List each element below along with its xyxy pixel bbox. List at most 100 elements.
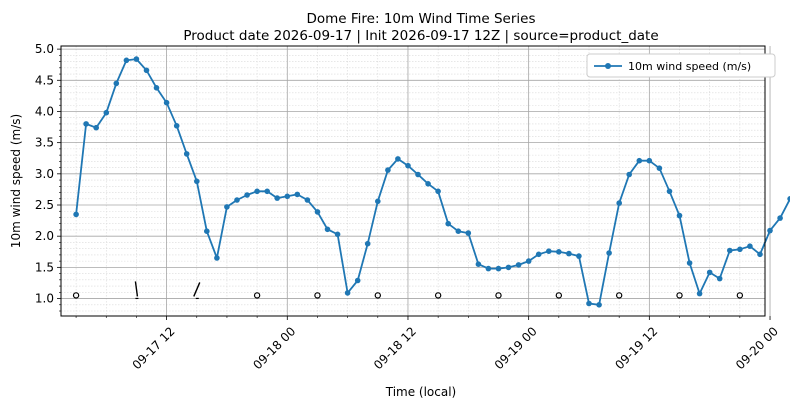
series-point — [304, 197, 311, 203]
series-point — [435, 188, 441, 195]
series-point — [173, 123, 180, 129]
x-tick-label: 09-18 12 — [371, 324, 419, 372]
wind-direction-markers — [72, 281, 744, 300]
series-point — [546, 248, 552, 254]
series-point — [727, 247, 733, 254]
series-point — [525, 258, 532, 264]
series-point — [244, 192, 250, 198]
calm-wind-marker — [495, 292, 502, 299]
series-point — [274, 195, 281, 201]
series-point — [706, 269, 713, 276]
series-point — [113, 80, 120, 87]
series-point — [375, 198, 381, 205]
series-point — [133, 56, 140, 62]
series-point — [656, 165, 663, 171]
series-point — [204, 228, 210, 234]
series-point — [405, 162, 411, 169]
series-point — [324, 226, 331, 233]
series-point — [495, 265, 502, 272]
x-tick-label: 09-19 12 — [612, 324, 660, 372]
series-point — [385, 167, 391, 173]
x-tick-label: 09-19 00 — [492, 324, 540, 372]
series-points-group — [73, 56, 790, 308]
y-tick-label: 3.5 — [35, 136, 54, 150]
calm-wind-marker — [72, 292, 80, 299]
series-point — [636, 157, 643, 164]
calm-wind-marker — [253, 292, 261, 299]
legend: 10m wind speed (m/s) — [586, 53, 776, 78]
calm-wind-marker — [736, 292, 744, 299]
y-tick-label: 4.0 — [35, 104, 54, 118]
major-grid — [61, 46, 771, 316]
y-tick-label: 4.5 — [35, 73, 54, 87]
series-point — [334, 231, 341, 238]
y-tick-label: 5.0 — [35, 42, 54, 56]
series-point — [425, 181, 431, 187]
calm-wind-marker — [434, 292, 442, 299]
series-point — [364, 240, 371, 247]
calm-wind-marker — [374, 292, 381, 299]
chart-title: Dome Fire: 10m Wind Time Series — [306, 11, 535, 27]
legend-label: 10m wind speed (m/s) — [628, 60, 751, 73]
x-tick-label: 09-18 00 — [250, 324, 298, 372]
series-point — [777, 215, 783, 221]
series-point — [485, 265, 492, 272]
series-point — [123, 57, 130, 64]
x-tick-label: 09-17 12 — [130, 324, 178, 372]
series-point — [143, 67, 150, 74]
series-point — [183, 151, 190, 157]
calm-wind-marker — [615, 292, 623, 299]
series-point — [73, 211, 79, 218]
minor-grid — [61, 46, 765, 316]
legend-box — [586, 53, 776, 78]
y-tick-label: 1.0 — [35, 292, 54, 306]
series-point — [254, 188, 260, 195]
series-point — [194, 178, 200, 185]
series-point — [566, 250, 572, 257]
y-tick-labels: 1.0 1.5 2.0 2.5 3.0 3.5 4.0 4.5 5.0 — [35, 42, 54, 305]
series-point — [767, 227, 773, 234]
y-tick-label: 3.0 — [35, 167, 54, 181]
y-axis-label: 10m wind speed (m/s) — [9, 114, 23, 248]
series-point — [445, 220, 452, 227]
series-point — [787, 196, 790, 202]
series-point — [737, 246, 743, 253]
wind-barb — [193, 282, 201, 297]
series-point — [214, 255, 220, 261]
calm-wind-marker — [676, 292, 683, 299]
series-point — [606, 250, 612, 256]
series-point — [354, 277, 361, 284]
series-point — [676, 212, 683, 219]
series-point — [234, 197, 240, 203]
series-point — [515, 262, 522, 268]
series-point — [576, 253, 582, 259]
series-point — [395, 156, 401, 162]
series-point — [163, 99, 170, 106]
series-point — [757, 251, 763, 258]
series-point — [344, 290, 351, 296]
series-line-group — [75, 58, 790, 306]
series-point — [83, 121, 89, 127]
wind-barb — [134, 281, 139, 297]
series-point — [93, 124, 99, 131]
series-point — [686, 260, 693, 266]
series-point — [535, 251, 542, 258]
series-point — [626, 171, 632, 178]
series-point — [747, 243, 753, 249]
legend-marker-swatch — [605, 63, 611, 69]
x-tick-labels: 09-17 12 09-18 00 09-18 12 09-19 00 09-19 12… — [130, 324, 781, 372]
series-point — [465, 230, 472, 236]
series-point — [294, 191, 301, 198]
y-tick-label: 2.5 — [35, 198, 54, 212]
series-point — [224, 204, 230, 210]
calm-wind-marker — [314, 292, 321, 299]
calm-wind-marker — [555, 292, 563, 299]
series-point — [696, 290, 703, 297]
series-point — [415, 171, 421, 178]
axis-ticks — [57, 48, 771, 320]
chart-subtitle: Product date 2026-09-17 | Init 2026-09-1… — [183, 28, 658, 44]
series-point — [716, 275, 723, 282]
series-point — [455, 228, 462, 234]
series-point — [586, 300, 592, 307]
x-axis-label: Time (local) — [385, 385, 457, 399]
